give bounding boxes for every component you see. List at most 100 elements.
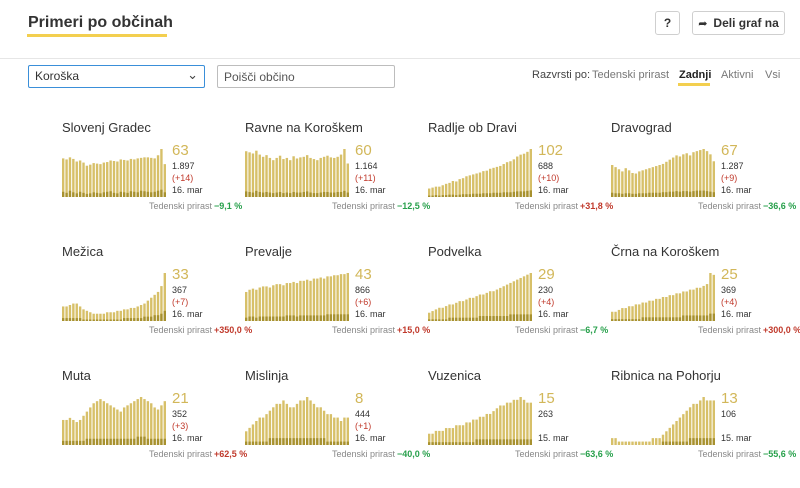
bar-total (163, 164, 166, 197)
sort-label: Razvrsti po: (532, 69, 591, 81)
bar-new (688, 191, 692, 197)
bar-new (434, 319, 438, 321)
bar-new (614, 193, 617, 197)
bar-new (688, 315, 692, 321)
municipality-card[interactable]: Ravne na Koroškem 60 1.164 (+11) 16. mar Tede… (245, 120, 435, 240)
bar-new (133, 318, 136, 321)
bar-new (502, 439, 505, 445)
bar-new (109, 438, 112, 445)
bar-total (624, 441, 627, 445)
bar-new (72, 192, 75, 197)
bar-new (502, 316, 505, 321)
bar-new (106, 438, 109, 445)
municipality-card[interactable]: Prevalje 43 866 (+6) 16. mar Tedenski prirast… (245, 244, 435, 364)
bar-total (302, 156, 305, 197)
bar-new (428, 442, 431, 445)
bar-new (519, 191, 522, 197)
bar-total (95, 163, 99, 197)
bar-total (658, 438, 661, 445)
bar-total (444, 306, 448, 321)
bar-total (245, 151, 248, 197)
sort-option-active[interactable]: Aktivni (721, 69, 754, 81)
municipality-card[interactable]: Podvelka 29 230 (+4) 16. mar Tedenski prirast… (428, 244, 618, 364)
bar-total (505, 284, 509, 321)
bar-total (333, 275, 336, 321)
bar-total (322, 278, 326, 321)
bar-new (292, 315, 295, 321)
last-date: 16. mar (172, 309, 203, 319)
total-cases: 263 (538, 409, 554, 419)
bar-new (665, 317, 668, 321)
bar-new (465, 317, 468, 321)
municipality-card[interactable]: Vuzenica 15 263 15. mar Tedenski prirast −63,… (428, 368, 618, 488)
municipality-card[interactable]: Mislinja 8 444 (+1) 16. mar Tedenski prirast −… (245, 368, 435, 488)
municipality-card[interactable]: Radlje ob Dravi 102 688 (+10) 16. mar Tedensk… (428, 120, 618, 240)
bar-total (62, 158, 65, 197)
bar-total (627, 170, 631, 197)
last-date: 15. mar (721, 433, 752, 443)
bar-new (665, 441, 668, 445)
region-select[interactable]: Koroška ⌄ (28, 65, 205, 88)
municipality-card[interactable]: Ribnica na Pohorju 13 106 15. mar Tedenski p… (611, 368, 800, 488)
bar-total (333, 157, 336, 197)
sort-option-latest[interactable]: Zadnji (679, 69, 712, 81)
bar-new (661, 192, 665, 197)
bar-new (444, 195, 448, 197)
bar-total (431, 311, 434, 321)
bar-total (695, 151, 699, 197)
help-button[interactable]: ? (655, 11, 680, 35)
municipality-card[interactable]: Mežica 33 367 (+7) 16. mar Tedenski prirast +3… (62, 244, 252, 364)
bar-total (146, 401, 150, 445)
bar-total (617, 441, 621, 445)
bar-total (428, 312, 431, 321)
bar-new (512, 191, 516, 197)
sort-option-weekly-growth[interactable]: Tedenski prirast (592, 69, 670, 81)
bar-total (146, 300, 150, 321)
last-date: 16. mar (721, 185, 752, 195)
municipality-card[interactable]: Dravograd 67 1.287 (+9) 16. mar Tedenski prir… (611, 120, 800, 240)
bar-new (475, 439, 478, 445)
bar-total (688, 289, 692, 321)
sort-option-all[interactable]: Vsi (765, 69, 781, 81)
bar-total (502, 286, 505, 321)
bar-total (251, 288, 255, 321)
bar-new (316, 193, 319, 197)
weekly-growth-value: +62,5 % (214, 449, 248, 459)
municipality-card[interactable]: Črna na Koroškem 25 369 (+4) 16. mar Tedenski… (611, 244, 800, 364)
bar-new (522, 191, 526, 197)
bar-total (248, 289, 251, 321)
page-title: Primeri po občinah (28, 14, 173, 31)
bar-new (261, 316, 265, 321)
bar-new (685, 441, 688, 445)
bar-total (621, 171, 624, 197)
municipality-card[interactable]: Muta 21 352 (+3) 16. mar Tedenski prirast +62,… (62, 368, 252, 488)
bar-new (156, 190, 160, 197)
bar-new (678, 317, 682, 321)
bar-total (634, 441, 638, 445)
bar-new (699, 438, 702, 445)
total-cases: 1.897 (172, 161, 195, 171)
bar-new (299, 192, 302, 197)
municipality-search-input[interactable] (217, 65, 395, 88)
bar-new (431, 442, 434, 445)
bar-total (322, 156, 326, 197)
latest-value: 60 (355, 142, 372, 159)
bar-new (275, 438, 278, 445)
weekly-growth-value: −6,7 % (580, 325, 609, 335)
bar-new (336, 314, 339, 321)
municipality-name: Radlje ob Dravi (428, 120, 517, 135)
bar-total (333, 417, 336, 445)
daily-change: (+4) (538, 297, 555, 307)
bar-new (505, 439, 509, 445)
municipality-card[interactable]: Slovenj Gradec 63 1.897 (+14) 16. mar Tedensk… (62, 120, 252, 240)
bar-total (665, 161, 668, 197)
bar-new (475, 193, 478, 197)
share-button[interactable]: ➦ Deli graf na (692, 11, 785, 35)
weekly-growth-label: Tedenski prirast (148, 201, 212, 211)
bar-new (709, 313, 712, 321)
bar-total (428, 433, 431, 445)
bar-new (133, 191, 136, 197)
bar-new (668, 191, 671, 197)
bar-total (495, 289, 499, 321)
weekly-growth-label: Tedenski prirast (514, 201, 578, 211)
